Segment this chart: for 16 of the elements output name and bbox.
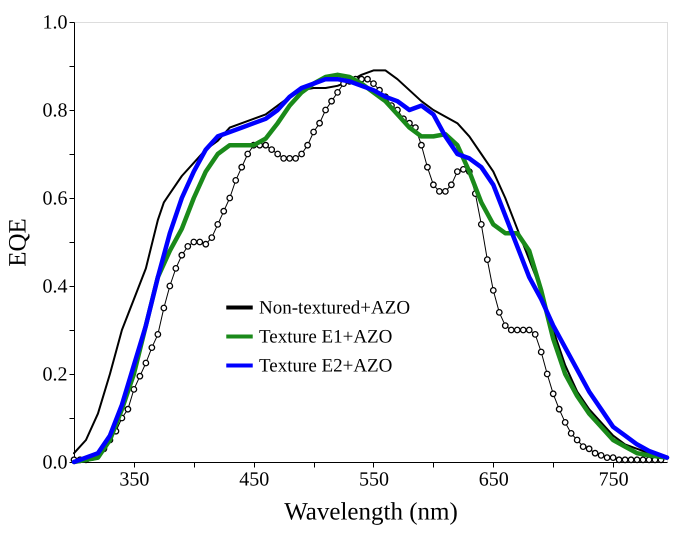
y-axis-title: EQE bbox=[4, 218, 32, 267]
y-tick-label: 0.8 bbox=[42, 100, 68, 122]
y-tick-label: 0.6 bbox=[42, 188, 68, 210]
x-tick-label: 550 bbox=[358, 468, 389, 490]
x-axis-title: Wavelength (nm) bbox=[284, 498, 458, 526]
x-tick-label: 650 bbox=[478, 468, 509, 490]
y-tick-label: 1.0 bbox=[42, 12, 68, 34]
legend-label: Non-textured+AZO bbox=[259, 298, 410, 318]
y-tick-label: 0.0 bbox=[42, 452, 68, 474]
y-tick-label: 0.2 bbox=[42, 364, 68, 386]
x-tick-label: 750 bbox=[598, 468, 629, 490]
x-tick-label: 350 bbox=[119, 468, 150, 490]
y-tick-label: 0.4 bbox=[42, 276, 68, 298]
x-tick-label: 450 bbox=[239, 468, 270, 490]
legend-label: Texture E2+AZO bbox=[259, 356, 392, 376]
legend-label: Texture E1+AZO bbox=[259, 326, 392, 348]
